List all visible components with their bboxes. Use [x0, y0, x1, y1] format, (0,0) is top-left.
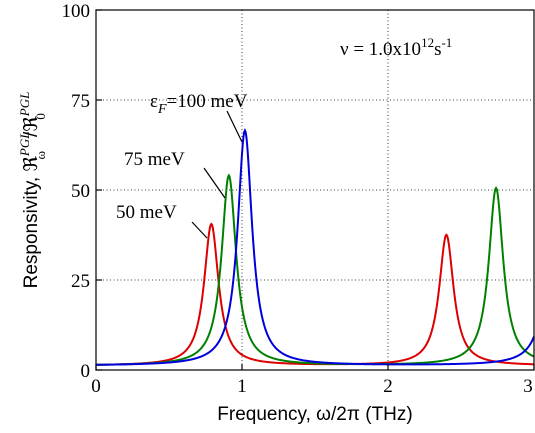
grid [96, 10, 534, 370]
ytick-label-100: 100 [62, 1, 91, 22]
series-line-2 [95, 128, 535, 366]
annotation-100mev: εF=100 meV [150, 91, 248, 117]
curves [95, 128, 535, 366]
annotation-50mev: 50 meV [116, 202, 177, 223]
annotation-nu: ν = 1.0x1012s-1 [340, 35, 452, 60]
ytick-label-0: 0 [81, 361, 91, 382]
y-axis-title: Responsivity, ℜPGLω/ℜPGL0 [17, 92, 48, 289]
ticks [95, 9, 535, 371]
arrow-50mev [191, 221, 208, 239]
xtick-label-3: 3 [523, 376, 533, 397]
plot-frame [95, 9, 535, 371]
arrow-75mev [203, 167, 226, 199]
arrow-100mev [226, 110, 243, 143]
series-line-0 [95, 222, 535, 366]
ytick-label-75: 75 [71, 91, 90, 112]
x-axis-title: Frequency, ω/2π (THz) [217, 404, 412, 425]
ytick-label-25: 25 [71, 271, 90, 292]
annotation-75mev: 75 meV [124, 149, 185, 170]
xtick-label-2: 2 [383, 376, 393, 397]
xtick-label-1: 1 [237, 376, 247, 397]
ytick-label-50: 50 [71, 181, 90, 202]
xtick-label-0: 0 [91, 376, 101, 397]
